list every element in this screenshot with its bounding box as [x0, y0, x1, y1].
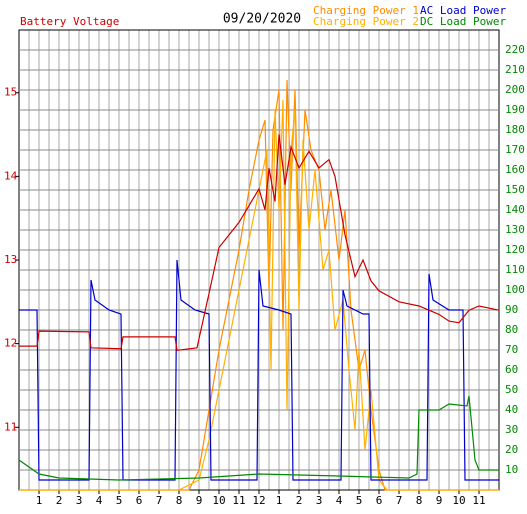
x-tick-label: 4: [96, 494, 103, 507]
y2-tick-label: 30: [505, 423, 518, 436]
y2-tick-label: 150: [505, 183, 525, 196]
y2-tick-label: 210: [505, 63, 525, 76]
legend-entry: AC Load Power: [420, 4, 506, 17]
x-tick-label: 5: [116, 494, 123, 507]
y2-tick-label: 130: [505, 223, 525, 236]
y2-tick-label: 200: [505, 83, 525, 96]
y2-tick-label: 220: [505, 43, 525, 56]
x-tick-label: 3: [76, 494, 83, 507]
x-tick-label: 4: [336, 494, 343, 507]
y2-tick-label: 110: [505, 263, 525, 276]
y2-tick-label: 80: [505, 323, 518, 336]
y-tick-label: 14: [4, 169, 18, 182]
y-tick-label: 13: [4, 253, 17, 266]
x-tick-label: 5: [356, 494, 363, 507]
y2-tick-label: 160: [505, 163, 525, 176]
y2-tick-label: 60: [505, 363, 518, 376]
x-tick-label: 9: [196, 494, 203, 507]
x-tick-label: 10: [452, 494, 465, 507]
series-line: [19, 79, 499, 491]
x-tick-label: 10: [212, 494, 225, 507]
x-tick-label: 1: [36, 494, 43, 507]
y-axis-title: Battery Voltage: [20, 15, 119, 28]
legend-entry: Charging Power 2: [313, 15, 419, 28]
x-tick-label: 8: [176, 494, 183, 507]
y-tick-label: 11: [4, 420, 17, 433]
y2-tick-label: 170: [505, 143, 525, 156]
y2-tick-label: 20: [505, 443, 518, 456]
y-tick-label: 12: [4, 337, 17, 350]
x-tick-label: 11: [472, 494, 485, 507]
y2-tick-label: 50: [505, 383, 518, 396]
y2-tick-label: 120: [505, 243, 525, 256]
y2-tick-label: 10: [505, 463, 518, 476]
chart-title: 09/20/2020: [223, 12, 301, 27]
x-tick-label: 2: [296, 494, 303, 507]
x-tick-label: 9: [436, 494, 443, 507]
legend-entry: Charging Power 1: [313, 4, 419, 17]
x-tick-label: 11: [232, 494, 245, 507]
x-tick-label: 7: [396, 494, 403, 507]
y2-tick-label: 90: [505, 303, 518, 316]
y2-tick-label: 180: [505, 123, 525, 136]
series-line: [19, 99, 499, 491]
series-line: [19, 134, 500, 351]
y2-tick-label: 190: [505, 103, 525, 116]
x-tick-label: 7: [156, 494, 163, 507]
y2-tick-label: 140: [505, 203, 525, 216]
y-tick-label: 15: [4, 86, 17, 99]
legend-entry: DC Load Power: [420, 15, 506, 28]
x-tick-label: 3: [316, 494, 323, 507]
y2-tick-label: 40: [505, 403, 518, 416]
x-tick-label: 6: [136, 494, 143, 507]
x-tick-label: 12: [252, 494, 265, 507]
x-tick-label: 8: [416, 494, 423, 507]
y2-tick-label: 70: [505, 343, 518, 356]
x-tick-label: 2: [56, 494, 63, 507]
y2-tick-label: 100: [505, 283, 525, 296]
series-line: [19, 259, 499, 481]
series-line: [18, 395, 499, 481]
x-tick-label: 1: [276, 494, 283, 507]
x-tick-label: 6: [376, 494, 383, 507]
